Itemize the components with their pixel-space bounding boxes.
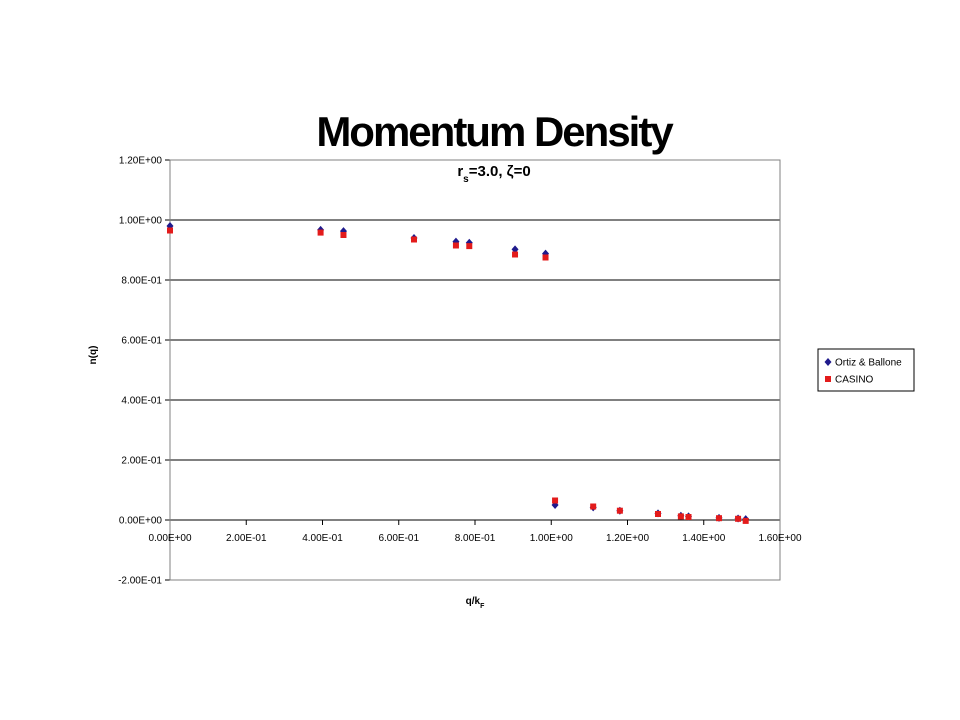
casino-point (466, 243, 473, 250)
x-tick-label: 6.00E-01 (378, 533, 419, 544)
casino-point (317, 229, 324, 236)
casino-point (616, 507, 623, 514)
plot-area-border (169, 159, 781, 581)
y-tick-label: 6.00E-01 (121, 336, 162, 347)
subtitle-r: r (457, 163, 463, 180)
x-tick-label: 8.00E-01 (455, 533, 496, 544)
casino-point (677, 513, 684, 520)
casino-point (552, 497, 559, 504)
x-tick-label: 1.60E+00 (758, 533, 802, 544)
x-tick-label: 1.00E+00 (530, 533, 574, 544)
casino-point (340, 232, 347, 238)
legend-label: CASINO (835, 375, 874, 386)
casino-point (655, 511, 661, 517)
casino-point (735, 515, 742, 522)
x-axis-label-main: q/k (466, 596, 481, 607)
y-tick-label: 1.20E+00 (119, 156, 163, 167)
ortiz-ballone-point (511, 245, 519, 254)
casino-point (167, 227, 173, 234)
x-tick-label: 4.00E-01 (302, 533, 343, 544)
x-axis-label-subscript: F (480, 603, 485, 610)
y-tick-label: 2.00E-01 (121, 456, 162, 467)
chart-subtitle: rs=3.0, ζ=0 (457, 163, 530, 185)
y-tick-label: 4.00E-01 (121, 396, 162, 407)
chart-title: Momentum Density (316, 108, 674, 155)
y-tick-label: 1.00E+00 (119, 216, 163, 227)
casino-point (452, 242, 459, 249)
y-axis-label: n(q) (88, 346, 99, 365)
x-tick-label: 0.00E+00 (148, 533, 192, 544)
x-axis-label: q/kF (466, 596, 485, 610)
subtitle-r-subscript: s (463, 174, 469, 185)
legend-marker-ortiz-ballone (824, 358, 832, 366)
legend-marker-casino (825, 376, 831, 382)
casino-point (716, 515, 722, 522)
casino-point (411, 236, 417, 243)
x-tick-labels: 0.00E+00 2.00E-01 4.00E-01 6.00E-01 8.00E-01… (148, 533, 802, 544)
subtitle-rest: =3.0, ζ=0 (469, 163, 531, 180)
legend-label: Ortiz & Ballone (835, 358, 902, 369)
legend-box (817, 348, 915, 392)
x-tick-label: 2.00E-01 (226, 533, 267, 544)
y-tick-label: -2.00E-01 (118, 576, 162, 587)
y-tick-label: 8.00E-01 (121, 276, 162, 287)
x-tick-label: 1.40E+00 (682, 533, 726, 544)
casino-point (742, 517, 749, 524)
y-tick-label: 0.00E+00 (119, 516, 163, 527)
casino-point (542, 254, 549, 261)
data-points (166, 222, 750, 524)
y-tick-labels: -2.00E-01 0.00E+00 2.00E-01 4.00E-01 6.00E-0… (118, 156, 162, 587)
casino-point (590, 503, 597, 510)
casino-point (512, 251, 519, 258)
x-tick-label: 1.20E+00 (606, 533, 650, 544)
casino-point (685, 514, 692, 520)
legend: Ortiz & Ballone CASINO (817, 348, 915, 392)
